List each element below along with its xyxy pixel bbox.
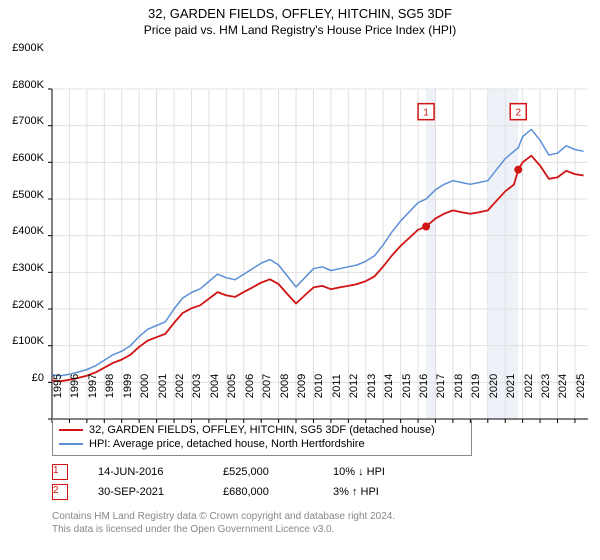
sale-delta: 3% ↑ HPI xyxy=(333,486,379,498)
footer-line: This data is licensed under the Open Gov… xyxy=(52,523,395,536)
x-tick-label: 2016 xyxy=(418,374,430,398)
sale-row: 1 14-JUN-2016 £525,000 10% ↓ HPI xyxy=(52,462,385,482)
x-tick-label: 1997 xyxy=(87,374,99,398)
x-tick-label: 1999 xyxy=(122,374,134,398)
sale-date: 30-SEP-2021 xyxy=(98,486,193,498)
footer-line: Contains HM Land Registry data © Crown c… xyxy=(52,510,395,523)
x-tick-label: 2019 xyxy=(470,374,482,398)
legend-label: 32, GARDEN FIELDS, OFFLEY, HITCHIN, SG5 … xyxy=(89,424,435,436)
y-tick-label: £200K xyxy=(12,299,44,311)
x-tick-label: 2002 xyxy=(174,374,186,398)
x-tick-label: 2007 xyxy=(261,374,273,398)
y-tick-label: £300K xyxy=(12,262,44,274)
x-tick-label: 2025 xyxy=(575,374,587,398)
y-tick-label: £0 xyxy=(32,372,44,384)
chart-subtitle: Price paid vs. HM Land Registry's House … xyxy=(0,21,600,41)
x-tick-label: 1998 xyxy=(104,374,116,398)
sale-row: 2 30-SEP-2021 £680,000 3% ↑ HPI xyxy=(52,482,385,502)
legend-row: HPI: Average price, detached house, Nort… xyxy=(59,437,465,451)
x-tick-label: 2011 xyxy=(331,374,343,398)
sale-price: £680,000 xyxy=(223,486,303,498)
x-tick-label: 2005 xyxy=(226,374,238,398)
x-tick-label: 2001 xyxy=(157,374,169,398)
sale-marker-icon: 2 xyxy=(52,484,68,500)
y-tick-label: £800K xyxy=(12,79,44,91)
sale-delta: 10% ↓ HPI xyxy=(333,466,385,478)
x-tick-label: 1995 xyxy=(52,374,64,398)
x-tick-label: 2012 xyxy=(348,374,360,398)
y-tick-label: £600K xyxy=(12,152,44,164)
x-tick-label: 2020 xyxy=(488,374,500,398)
x-tick-label: 2018 xyxy=(453,374,465,398)
legend-row: 32, GARDEN FIELDS, OFFLEY, HITCHIN, SG5 … xyxy=(59,423,465,437)
x-tick-label: 2008 xyxy=(279,374,291,398)
chart-title: 32, GARDEN FIELDS, OFFLEY, HITCHIN, SG5 … xyxy=(0,0,600,21)
sale-marker-icon: 1 xyxy=(52,464,68,480)
attribution-footer: Contains HM Land Registry data © Crown c… xyxy=(52,510,395,536)
x-tick-label: 2006 xyxy=(244,374,256,398)
legend-swatch xyxy=(59,443,83,445)
y-tick-label: £700K xyxy=(12,115,44,127)
x-tick-label: 2015 xyxy=(401,374,413,398)
legend: 32, GARDEN FIELDS, OFFLEY, HITCHIN, SG5 … xyxy=(52,418,472,456)
y-tick-label: £500K xyxy=(12,189,44,201)
svg-text:1: 1 xyxy=(423,108,429,119)
x-tick-label: 2014 xyxy=(383,374,395,398)
x-tick-label: 2003 xyxy=(191,374,203,398)
sales-table: 1 14-JUN-2016 £525,000 10% ↓ HPI 2 30-SEP-202… xyxy=(52,462,385,502)
legend-label: HPI: Average price, detached house, Nort… xyxy=(89,438,365,450)
y-tick-label: £100K xyxy=(12,335,44,347)
x-tick-label: 2013 xyxy=(366,374,378,398)
x-tick-label: 2000 xyxy=(139,374,151,398)
y-tick-label: £900K xyxy=(12,42,44,54)
x-tick-label: 2021 xyxy=(505,374,517,398)
x-tick-label: 2017 xyxy=(435,374,447,398)
x-tick-label: 2022 xyxy=(523,374,535,398)
y-tick-label: £400K xyxy=(12,225,44,237)
x-tick-label: 2004 xyxy=(209,374,221,398)
y-axis-labels: £0£100K£200K£300K£400K£500K£600K£700K£80… xyxy=(0,48,48,378)
legend-swatch xyxy=(59,429,83,431)
sale-price: £525,000 xyxy=(223,466,303,478)
x-tick-label: 1996 xyxy=(69,374,81,398)
x-tick-label: 2024 xyxy=(557,374,569,398)
x-tick-label: 2023 xyxy=(540,374,552,398)
sale-date: 14-JUN-2016 xyxy=(98,466,193,478)
x-tick-label: 2010 xyxy=(313,374,325,398)
svg-text:2: 2 xyxy=(515,108,521,119)
x-tick-label: 2009 xyxy=(296,374,308,398)
